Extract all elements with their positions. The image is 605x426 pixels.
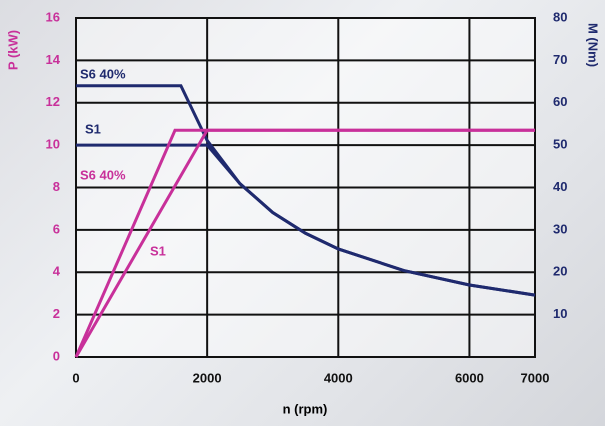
y-tick-label: 0 [53,348,60,363]
line [76,143,536,297]
y2-tick-label: 30 [553,221,567,236]
y2-tick-label: 70 [553,52,567,67]
y-tick-label: 2 [53,306,60,321]
x-tick-label: 0 [72,370,79,385]
plot-border [75,17,536,358]
line [74,128,535,358]
series-label: S1 [150,243,166,258]
y-tick-label: 8 [53,179,60,194]
y-tick-label: 4 [53,264,61,279]
series-label: S6 40% [80,66,126,81]
y-axis-title: P (kW) [5,30,20,70]
y2-tick-label: 60 [553,94,567,109]
y2-axis-title: M (Nm) [586,23,601,67]
y-tick-label: 6 [53,221,60,236]
y2-tick-label: 10 [553,306,567,321]
y-tick-label: 14 [46,52,61,67]
series-label: S1 [85,121,101,136]
x-tick-label: 6000 [455,370,484,385]
x-tick-label: 4000 [324,370,353,385]
y2-tick-label: 40 [553,179,567,194]
x-axis-title: n (rpm) [283,401,328,416]
y2-tick-label: 50 [553,137,567,152]
y2-tick-label: 20 [553,264,567,279]
x-tick-label: 7000 [521,370,550,385]
series-label: S6 40% [80,167,126,182]
y-tick-label: 10 [46,137,60,152]
y-tick-label: 16 [46,9,60,24]
x-tick-label: 2000 [193,370,222,385]
y2-tick-label: 80 [553,9,567,24]
y-tick-label: 12 [46,94,60,109]
